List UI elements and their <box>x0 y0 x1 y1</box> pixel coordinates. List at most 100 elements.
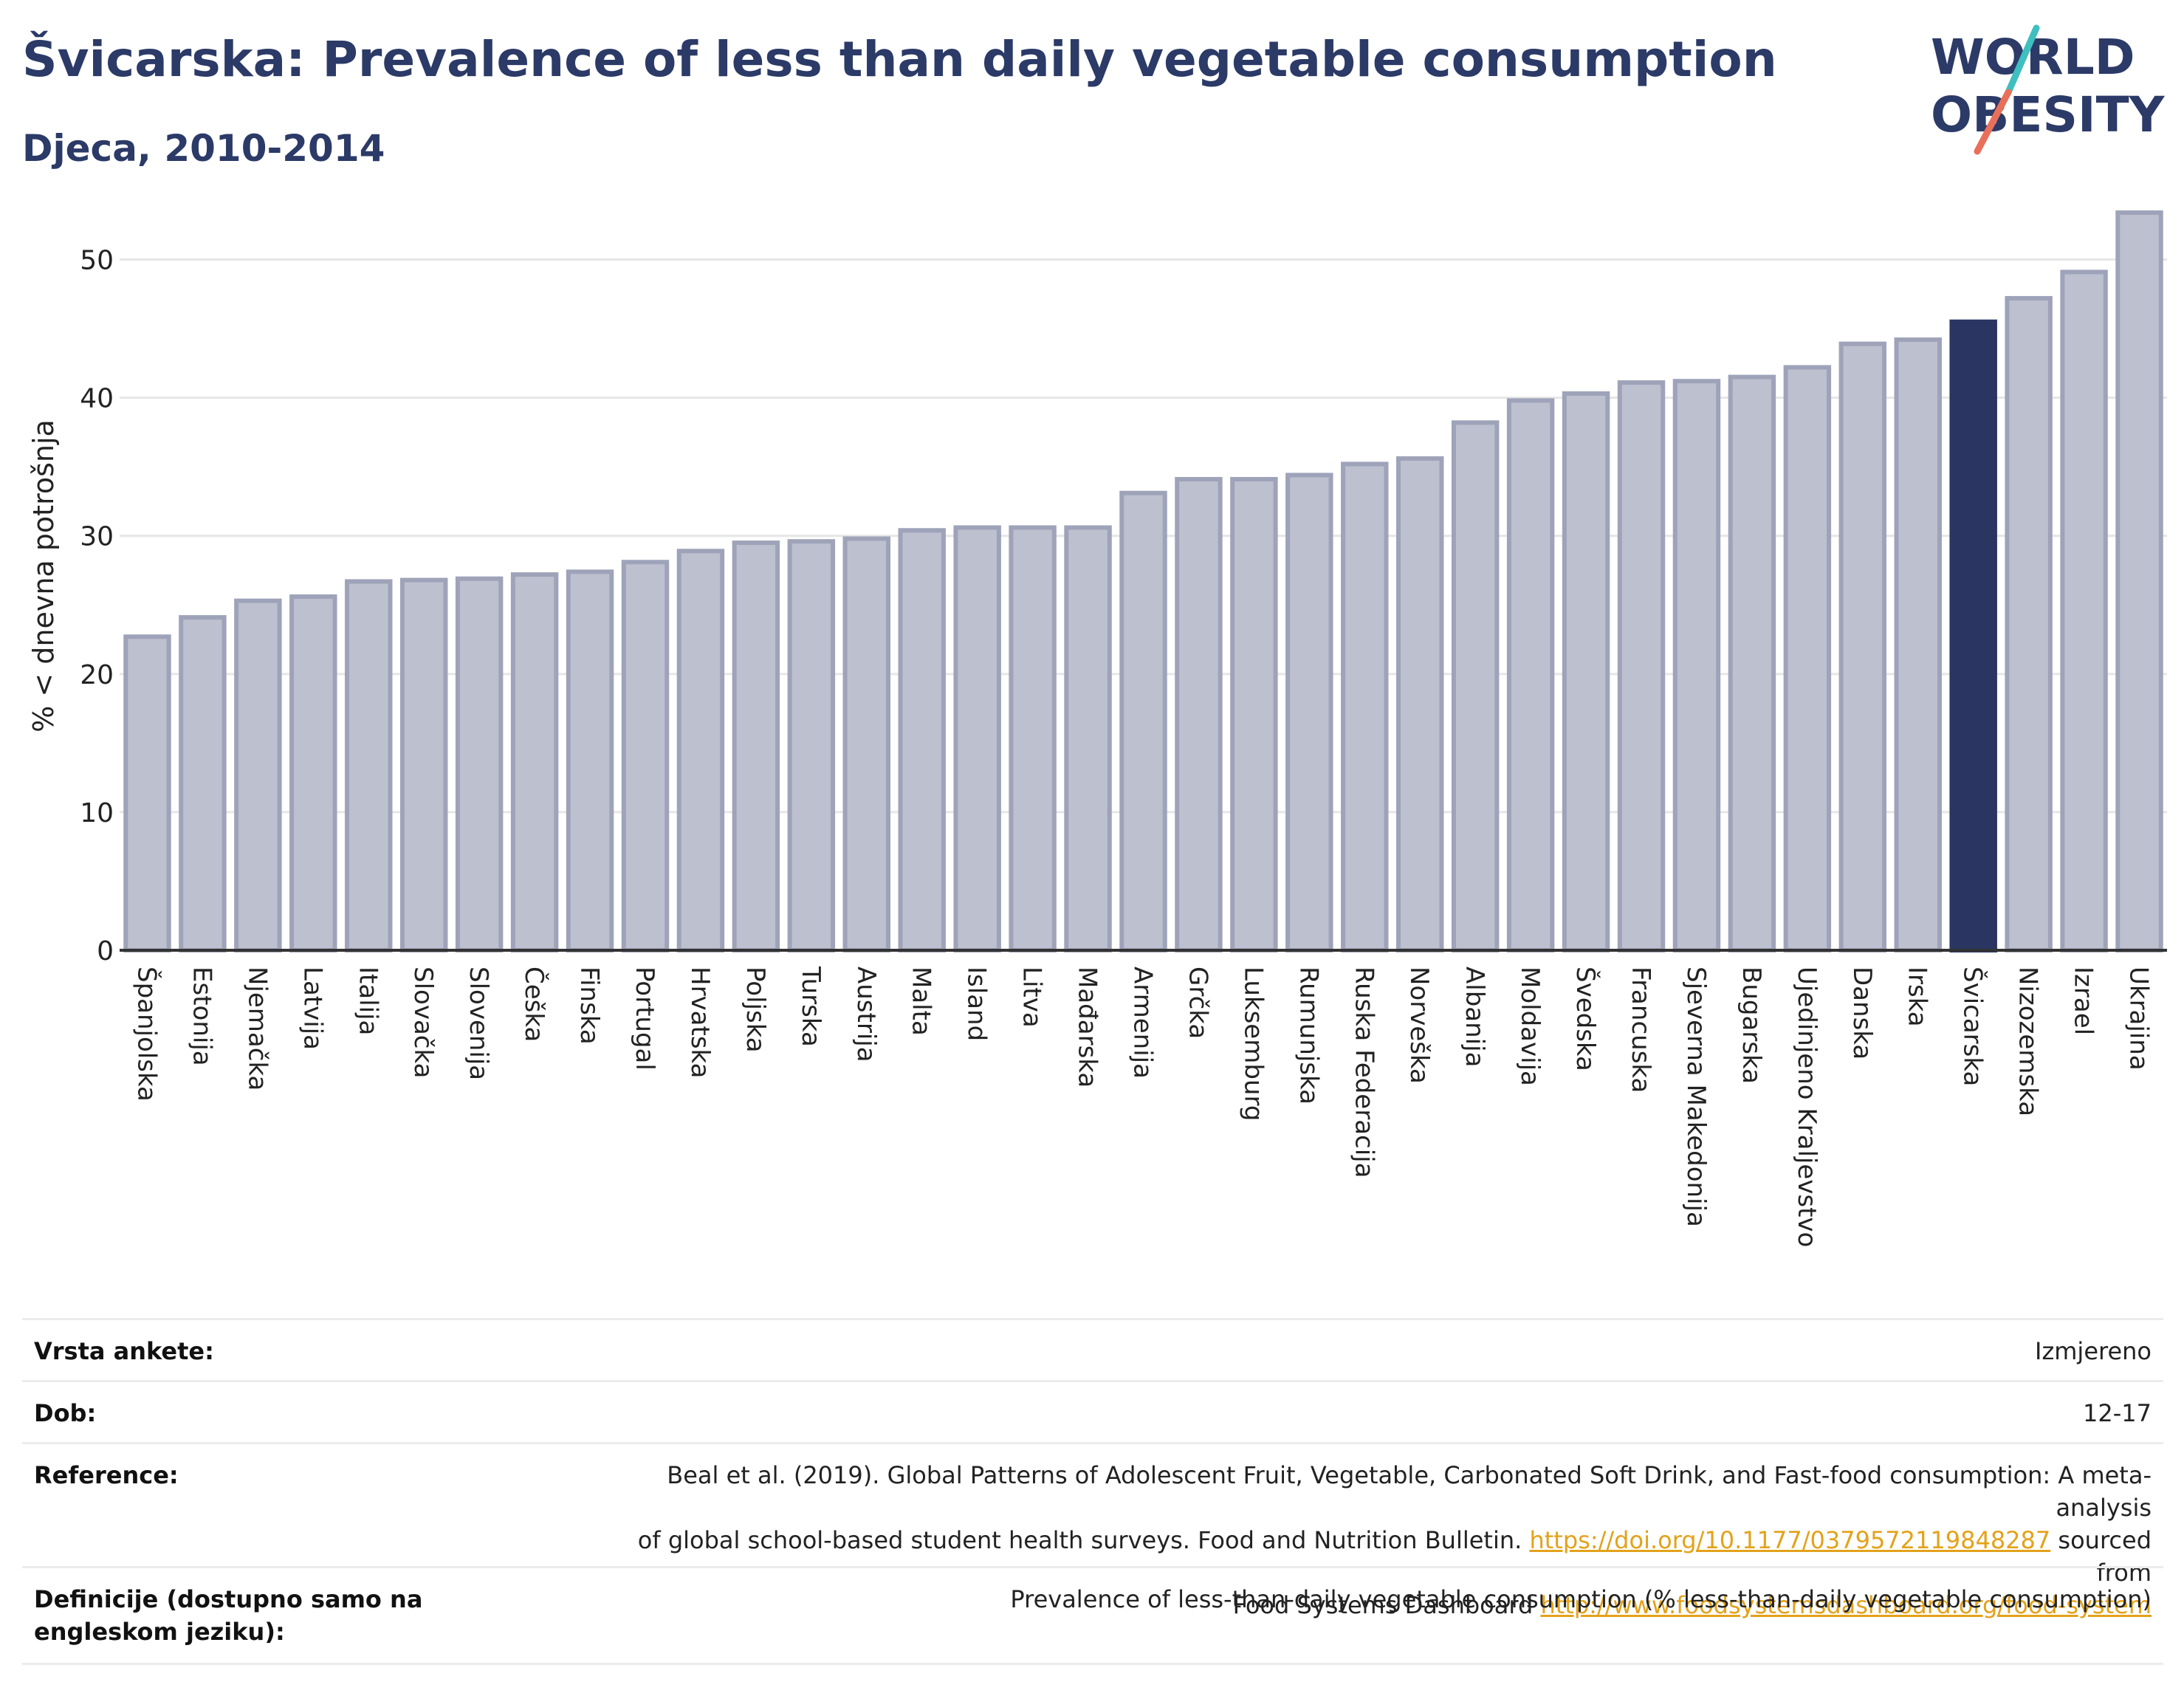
bar-švicarska <box>1949 319 1997 952</box>
bar-slovačka <box>399 577 448 952</box>
bar-island <box>953 525 1001 952</box>
x-tick-label: Švedska <box>1570 967 1601 1071</box>
meta-value: Prevalence of less-than-daily vegetable … <box>1010 1585 2152 1613</box>
bar-švedska <box>1562 391 1610 952</box>
meta-row-survey-type: Vrsta ankete: Izmjereno <box>22 1318 2163 1382</box>
bar-layer <box>123 210 2163 953</box>
bar-norveška <box>1396 456 1444 952</box>
x-tick-label: Latvija <box>298 967 327 1050</box>
meta-label: Vrsta ankete: <box>34 1337 214 1365</box>
x-tick-label: Njemačka <box>242 967 272 1091</box>
meta-value: 12-17 <box>2083 1399 2152 1427</box>
bar-bugarska <box>1728 374 1776 952</box>
doi-link[interactable]: https://doi.org/10.1177/0379572119848287 <box>1529 1526 2051 1554</box>
bar-rumunjska <box>1285 473 1333 952</box>
x-tick-label: Portugal <box>630 967 659 1071</box>
x-tick-label: Bugarska <box>1737 967 1766 1084</box>
page-subtitle: Djeca, 2010-2014 <box>22 127 385 170</box>
meta-row-definitions: Definicije (dostupno samo na engleskom j… <box>22 1566 2163 1665</box>
x-tick-label: Finska <box>574 967 604 1045</box>
bar-austrija <box>842 536 890 952</box>
x-tick-label: Španjolska <box>131 967 162 1102</box>
bar-finska <box>566 569 614 952</box>
x-tick-label: Francuska <box>1626 967 1655 1093</box>
bar-francuska <box>1617 380 1666 952</box>
y-tick-label: 30 <box>80 522 114 552</box>
bar-ruska-federacija <box>1341 461 1389 952</box>
bar-latvija <box>289 594 337 953</box>
x-tick-label: Armenija <box>1128 967 1158 1079</box>
bar-italija <box>345 579 393 952</box>
bar-grčka <box>1175 477 1223 952</box>
bar-ukrajina <box>2115 210 2163 952</box>
bar-španjolska <box>123 634 171 952</box>
bar-izrael <box>2060 269 2108 953</box>
bar-slovenija <box>455 576 504 952</box>
page-title: Švicarska: Prevalence of less than daily… <box>22 31 1777 88</box>
bar-sjeverna-makedonija <box>1672 379 1721 952</box>
y-axis-label: % < dnevna potrošnja <box>27 419 60 732</box>
x-tick-label: Slovenija <box>464 967 493 1080</box>
bar-turska <box>787 539 836 952</box>
x-tick-label: Malta <box>907 967 936 1036</box>
x-tick-label: Češka <box>519 967 549 1042</box>
meta-value: Izmjereno <box>2035 1337 2152 1365</box>
logo-line-obesity: OBESITY <box>1931 86 2166 143</box>
axis-layer: 0 10 20 30 40 50 Španjolska Estonija Njemačka Lat… <box>80 246 2167 1247</box>
meta-row-reference: Reference: Beal et al. (2019). Global Pa… <box>22 1442 2163 1619</box>
meta-label: Reference: <box>34 1461 179 1489</box>
y-tick-label: 0 <box>97 936 114 967</box>
x-tick-label: Izrael <box>2069 967 2098 1035</box>
x-tick-label: Nizozemska <box>2013 967 2043 1116</box>
x-tick-label: Island <box>962 967 992 1041</box>
x-tick-label: Hrvatska <box>685 967 715 1078</box>
x-tick-label: Moldavija <box>1515 967 1545 1086</box>
y-tick-label: 20 <box>80 660 114 690</box>
bar-armenija <box>1119 490 1167 952</box>
bar-češka <box>510 572 559 952</box>
y-tick-label: 10 <box>80 798 114 828</box>
world-obesity-logo: WORLD OBESITY <box>1931 24 2166 155</box>
x-tick-label: Švicarska <box>1958 967 1988 1086</box>
x-tick-label: Irska <box>1903 967 1932 1027</box>
logo-slash-teal <box>2005 24 2040 96</box>
bar-moldavija <box>1506 398 1555 952</box>
y-tick-label: 40 <box>80 384 114 414</box>
reference-line-3-text: Food Systems Dashboard <box>1232 1591 1534 1619</box>
x-tick-label: Grčka <box>1183 967 1212 1039</box>
bar-danska <box>1838 341 1887 952</box>
bar-albanija <box>1451 420 1500 952</box>
reference-line-3: Food Systems Dashboard http://www.foodsy… <box>601 1589 2152 1621</box>
x-tick-label: Norveška <box>1404 967 1434 1084</box>
x-tick-label: Ruska Federacija <box>1349 967 1378 1178</box>
x-tick-label: Austrija <box>851 967 881 1062</box>
bar-njemačka <box>234 598 282 952</box>
x-tick-label: Turska <box>796 966 825 1047</box>
x-tick-label: Poljska <box>741 967 770 1053</box>
bar-poljska <box>732 540 780 952</box>
meta-label: Definicije (dostupno samo na engleskom j… <box>34 1585 423 1646</box>
x-tick-label: Slovačka <box>408 967 438 1078</box>
x-tick-label: Mađarska <box>1073 967 1102 1088</box>
x-tick-label: Danska <box>1847 967 1877 1060</box>
x-tick-label: Sjeverna Makedonija <box>1681 967 1711 1227</box>
food-systems-link[interactable]: http://www.foodsystemsdashboard.org/food… <box>1540 1591 2152 1619</box>
bar-estonija <box>179 615 227 952</box>
bar-ujedinjeno-kraljevstvo <box>1783 365 1832 952</box>
x-tick-label: Albanija <box>1460 967 1489 1067</box>
meta-label: Dob: <box>34 1399 97 1427</box>
reference-line-1: Beal et al. (2019). Global Patterns of A… <box>667 1461 2152 1522</box>
bar-litva <box>1009 525 1057 952</box>
reference-line-2-tail: sourced from <box>2058 1526 2152 1587</box>
bar-malta <box>898 528 946 952</box>
bar-luksemburg <box>1230 477 1278 952</box>
x-tick-label: Ujedinjeno Kraljevstvo <box>1792 967 1821 1247</box>
x-tick-label: Estonija <box>187 967 216 1066</box>
bar-mađarska <box>1064 525 1112 952</box>
meta-row-age: Dob: 12-17 <box>22 1380 2163 1444</box>
y-tick-label: 50 <box>80 246 114 276</box>
bar-nizozemska <box>2005 295 2053 952</box>
x-tick-label: Ukrajina <box>2124 967 2154 1071</box>
bar-irska <box>1894 337 1942 953</box>
x-tick-label: Luksemburg <box>1238 967 1268 1121</box>
